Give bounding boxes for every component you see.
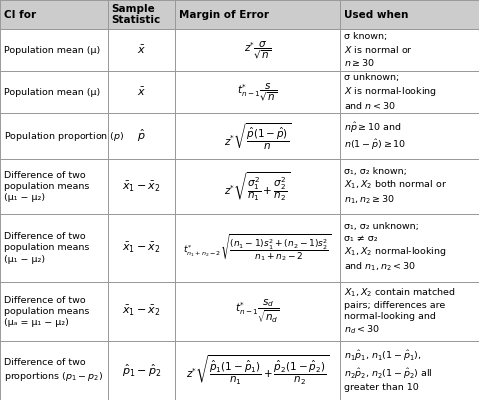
Text: Population mean (μ): Population mean (μ) xyxy=(4,88,100,96)
Text: Margin of Error: Margin of Error xyxy=(179,10,269,20)
Text: $\bar{x}$: $\bar{x}$ xyxy=(137,86,146,98)
Bar xyxy=(175,282,340,341)
Text: $\bar{x}_1 - \bar{x}_2$: $\bar{x}_1 - \bar{x}_2$ xyxy=(122,180,160,194)
Bar xyxy=(340,159,479,214)
Bar xyxy=(0,341,108,400)
Bar xyxy=(340,214,479,282)
Text: $t^{*}_{n_1+n_2-2}\sqrt{\dfrac{(n_1-1)s_1^2+(n_2-1)s_2^2}{n_1+n_2-2}}$: $t^{*}_{n_1+n_2-2}\sqrt{\dfrac{(n_1-1)s_… xyxy=(183,232,331,264)
Bar xyxy=(108,214,175,282)
Text: $\hat{p}$: $\hat{p}$ xyxy=(137,128,146,144)
Bar xyxy=(0,29,108,71)
Text: $t^{*}_{n-1}\dfrac{s_d}{\sqrt{n_d}}$: $t^{*}_{n-1}\dfrac{s_d}{\sqrt{n_d}}$ xyxy=(235,298,280,325)
Bar xyxy=(108,71,175,113)
Text: σ₁, σ₂ unknown;
σ₁ ≠ σ₂
$X_1, X_2$ normal-looking
and $n_1, n_2 < 30$: σ₁, σ₂ unknown; σ₁ ≠ σ₂ $X_1, X_2$ norma… xyxy=(344,222,446,274)
Bar xyxy=(175,341,340,400)
Bar xyxy=(340,113,479,159)
Bar xyxy=(175,71,340,113)
Bar xyxy=(340,29,479,71)
Bar xyxy=(175,113,340,159)
Bar xyxy=(340,0,479,29)
Bar xyxy=(0,282,108,341)
Text: $z^{*}\sqrt{\dfrac{\sigma_1^2}{n_1}+\dfrac{\sigma_2^2}{n_2}}$: $z^{*}\sqrt{\dfrac{\sigma_1^2}{n_1}+\dfr… xyxy=(225,170,290,203)
Bar xyxy=(108,159,175,214)
Bar xyxy=(108,0,175,29)
Text: $X_1, X_2$ contain matched
pairs; differences are
normal-looking and
$n_d < 30$: $X_1, X_2$ contain matched pairs; differ… xyxy=(344,286,456,336)
Bar xyxy=(108,282,175,341)
Text: Difference of two
proportions ($p_1 - p_2$): Difference of two proportions ($p_1 - p_… xyxy=(4,358,103,383)
Text: Difference of two
population means
(μ₁ − μ₂): Difference of two population means (μ₁ −… xyxy=(4,232,89,264)
Text: Population proportion ($p$): Population proportion ($p$) xyxy=(4,130,125,143)
Text: $z^{*}\sqrt{\dfrac{\hat{p}_1(1-\hat{p}_1)}{n_1}+\dfrac{\hat{p}_2(1-\hat{p}_2)}{n: $z^{*}\sqrt{\dfrac{\hat{p}_1(1-\hat{p}_1… xyxy=(186,354,329,387)
Text: $\bar{x}$: $\bar{x}$ xyxy=(137,44,146,56)
Text: σ known;
$X$ is normal or
$n \geq 30$: σ known; $X$ is normal or $n \geq 30$ xyxy=(344,32,413,68)
Bar xyxy=(175,0,340,29)
Text: $z^{*}\sqrt{\dfrac{\hat{p}(1-\hat{p})}{n}}$: $z^{*}\sqrt{\dfrac{\hat{p}(1-\hat{p})}{n… xyxy=(224,121,291,151)
Bar xyxy=(340,71,479,113)
Text: Difference of two
population means
(μ₁ − μ₂): Difference of two population means (μ₁ −… xyxy=(4,171,89,202)
Bar xyxy=(340,282,479,341)
Text: Used when: Used when xyxy=(344,10,408,20)
Text: $n_1\hat{p}_1$, $n_1(1-\hat{p}_1)$,
$n_2\hat{p}_2$, $n_2(1-\hat{p}_2)$ all
great: $n_1\hat{p}_1$, $n_1(1-\hat{p}_1)$, $n_2… xyxy=(344,349,433,392)
Text: Population mean (μ): Population mean (μ) xyxy=(4,46,100,55)
Text: Sample
Statistic: Sample Statistic xyxy=(112,4,161,25)
Text: $\bar{x}_1 - \bar{x}_2$: $\bar{x}_1 - \bar{x}_2$ xyxy=(122,304,160,318)
Bar xyxy=(108,29,175,71)
Bar xyxy=(108,113,175,159)
Bar xyxy=(175,159,340,214)
Text: σ₁, σ₂ known;
$X_1, X_2$ both normal or
$n_1, n_2 \geq 30$: σ₁, σ₂ known; $X_1, X_2$ both normal or … xyxy=(344,167,447,206)
Text: $\hat{p}_1 - \hat{p}_2$: $\hat{p}_1 - \hat{p}_2$ xyxy=(122,362,161,379)
Text: $n\hat{p} \geq 10$ and
$n(1-\hat{p}) \geq 10$: $n\hat{p} \geq 10$ and $n(1-\hat{p}) \ge… xyxy=(344,120,406,152)
Bar xyxy=(0,214,108,282)
Bar xyxy=(0,71,108,113)
Bar xyxy=(340,341,479,400)
Bar xyxy=(108,341,175,400)
Bar xyxy=(0,159,108,214)
Text: Difference of two
population means
(μₐ = μ₁ − μ₂): Difference of two population means (μₐ =… xyxy=(4,296,89,327)
Bar xyxy=(0,113,108,159)
Text: $\bar{x}_1 - \bar{x}_2$: $\bar{x}_1 - \bar{x}_2$ xyxy=(122,241,160,255)
Text: σ unknown;
$X$ is normal-looking
and $n < 30$: σ unknown; $X$ is normal-looking and $n … xyxy=(344,73,437,111)
Bar xyxy=(0,0,108,29)
Bar xyxy=(175,214,340,282)
Bar xyxy=(175,29,340,71)
Text: CI for: CI for xyxy=(4,10,36,20)
Text: $z^{*}\dfrac{\sigma}{\sqrt{n}}$: $z^{*}\dfrac{\sigma}{\sqrt{n}}$ xyxy=(244,39,271,61)
Text: $t^{*}_{n-1}\dfrac{s}{\sqrt{n}}$: $t^{*}_{n-1}\dfrac{s}{\sqrt{n}}$ xyxy=(237,81,278,103)
